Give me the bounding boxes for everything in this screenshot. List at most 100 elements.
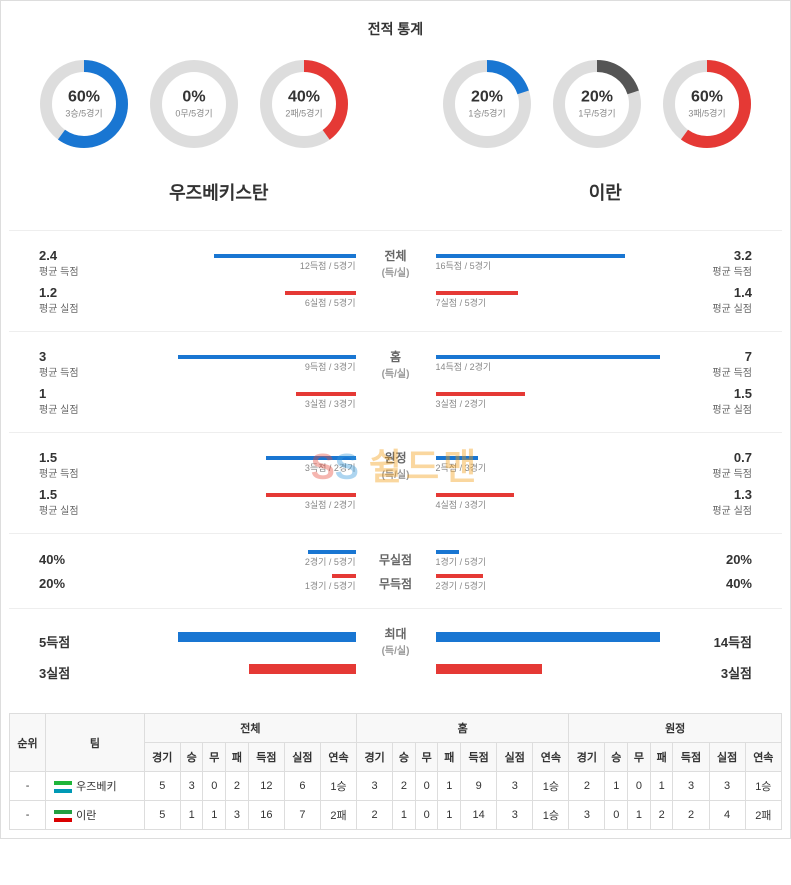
bar-right bbox=[436, 632, 661, 642]
stat-label-left: 평균 득점 bbox=[39, 465, 119, 480]
stat-value-right: 14득점 bbox=[672, 632, 752, 651]
stat-value-left: 20% bbox=[39, 576, 119, 591]
th-sub: 득점 bbox=[673, 743, 709, 772]
stat-label-left: 평균 득점 bbox=[39, 364, 119, 379]
th-sub: 연속 bbox=[533, 743, 569, 772]
th-sub: 실점 bbox=[709, 743, 745, 772]
stat-value-right: 20% bbox=[672, 552, 752, 567]
bar-left-label: 3득점 / 2경기 bbox=[305, 461, 356, 474]
stat-label-left: 평균 실점 bbox=[39, 300, 119, 315]
stat-value-right: 1.3 bbox=[672, 487, 752, 502]
donut-sub: 1무/5경기 bbox=[578, 107, 615, 120]
stat-label-left: 평균 득점 bbox=[39, 263, 119, 278]
th-sub: 경기 bbox=[569, 743, 605, 772]
cell-stat: 1 bbox=[438, 801, 461, 830]
cell-stat: 1승 bbox=[745, 772, 781, 801]
stat-center-label: 무실점 bbox=[356, 551, 436, 568]
bar-right-label: 4실점 / 3경기 bbox=[436, 498, 487, 511]
th-sub: 무 bbox=[203, 743, 226, 772]
cell-stat: 1승 bbox=[533, 772, 569, 801]
team-names: 우즈베키스탄 이란 bbox=[9, 159, 782, 225]
donut-pct: 20% bbox=[578, 89, 615, 107]
cell-stat: 1 bbox=[438, 772, 461, 801]
cell-stat: 2 bbox=[226, 772, 249, 801]
cell-stat: 2패 bbox=[320, 801, 356, 830]
cell-stat: 3 bbox=[497, 801, 533, 830]
bar-left-label: 3실점 / 2경기 bbox=[305, 498, 356, 511]
bar-left bbox=[296, 392, 355, 396]
cell-stat: 2 bbox=[393, 772, 416, 801]
donuts-row: 60% 3승/5경기 0% 0무/5경기 40% 2패/5경기 20% 1승/5… bbox=[9, 49, 782, 159]
cell-stat: 2 bbox=[650, 801, 673, 830]
th-away: 원정 bbox=[569, 714, 782, 743]
stat-center-label: 전체(득/실) bbox=[356, 247, 436, 279]
stat-value-right: 1.5 bbox=[672, 386, 752, 401]
th-sub: 무 bbox=[415, 743, 438, 772]
donut-chart: 60% 3패/5경기 bbox=[662, 59, 752, 149]
th-sub: 무 bbox=[628, 743, 651, 772]
donut-pct: 60% bbox=[688, 89, 725, 107]
donut-pct: 40% bbox=[285, 89, 322, 107]
cell-stat: 5 bbox=[144, 801, 180, 830]
cell-stat: 3 bbox=[357, 772, 393, 801]
bar-left bbox=[308, 550, 355, 554]
stat-value-left: 5득점 bbox=[39, 632, 119, 651]
cell-stat: 0 bbox=[628, 772, 651, 801]
stat-center-label: 홈(득/실) bbox=[356, 348, 436, 380]
stat-value-left: 2.4 bbox=[39, 248, 119, 263]
stat-label-left: 평균 실점 bbox=[39, 401, 119, 416]
donut-sub: 2패/5경기 bbox=[285, 107, 322, 120]
bar-right-label: 3실점 / 2경기 bbox=[436, 397, 487, 410]
stat-value-left: 3실점 bbox=[39, 663, 119, 682]
table-row: - 우즈베키 53021261승3201931승2101331승 bbox=[10, 772, 782, 801]
team-right-name: 이란 bbox=[589, 179, 622, 205]
stat-label-right: 평균 득점 bbox=[672, 465, 752, 480]
stat-group: 1.5 평균 득점 3득점 / 2경기 원정(득/실) 2득점 / 3경기 0.… bbox=[9, 432, 782, 533]
flag-icon bbox=[54, 781, 72, 793]
cell-stat: 1 bbox=[180, 801, 203, 830]
stat-label-right: 평균 득점 bbox=[672, 364, 752, 379]
cell-rank: - bbox=[10, 801, 46, 830]
cell-stat: 1 bbox=[650, 772, 673, 801]
page-title: 전적 통계 bbox=[9, 9, 782, 49]
stat-value-left: 40% bbox=[39, 552, 119, 567]
donut-sub: 3패/5경기 bbox=[688, 107, 725, 120]
stat-group: 40% 2경기 / 5경기 무실점 1경기 / 5경기 20% 20% bbox=[9, 533, 782, 608]
cell-team: 이란 bbox=[46, 801, 145, 830]
cell-stat: 14 bbox=[461, 801, 497, 830]
bar-right bbox=[436, 392, 526, 396]
donut-chart: 60% 3승/5경기 bbox=[39, 59, 129, 149]
bar-left bbox=[178, 355, 355, 359]
stat-row: 1.2 평균 실점 6실점 / 5경기 7실점 / 5경기 1.4 평균 실점 bbox=[39, 285, 752, 315]
stat-value-right: 0.7 bbox=[672, 450, 752, 465]
th-home: 홈 bbox=[357, 714, 569, 743]
bar-left bbox=[178, 632, 355, 642]
th-sub: 실점 bbox=[497, 743, 533, 772]
cell-stat: 12 bbox=[248, 772, 284, 801]
bar-left bbox=[214, 254, 356, 258]
bar-left-label: 12득점 / 5경기 bbox=[300, 259, 356, 272]
cell-stat: 2 bbox=[569, 772, 605, 801]
cell-stat: 1 bbox=[628, 801, 651, 830]
bar-right bbox=[436, 664, 542, 674]
cell-stat: 0 bbox=[203, 772, 226, 801]
cell-stat: 6 bbox=[284, 772, 320, 801]
cell-stat: 7 bbox=[284, 801, 320, 830]
cell-stat: 1승 bbox=[320, 772, 356, 801]
bar-right bbox=[436, 291, 519, 295]
bar-left-label: 3실점 / 3경기 bbox=[305, 397, 356, 410]
bar-left bbox=[249, 664, 355, 674]
cell-stat: 0 bbox=[605, 801, 628, 830]
th-team: 팀 bbox=[46, 714, 145, 772]
th-sub: 승 bbox=[393, 743, 416, 772]
cell-stat: 0 bbox=[415, 772, 438, 801]
donut-chart: 0% 0무/5경기 bbox=[149, 59, 239, 149]
stat-label-left: 평균 실점 bbox=[39, 502, 119, 517]
stat-value-left: 1.5 bbox=[39, 450, 119, 465]
th-sub: 경기 bbox=[357, 743, 393, 772]
stat-label-right: 평균 실점 bbox=[672, 401, 752, 416]
th-sub: 득점 bbox=[248, 743, 284, 772]
stat-row: 20% 1경기 / 5경기 무득점 2경기 / 5경기 40% bbox=[39, 574, 752, 592]
cell-stat: 1 bbox=[203, 801, 226, 830]
bar-left-label: 2경기 / 5경기 bbox=[305, 555, 356, 568]
